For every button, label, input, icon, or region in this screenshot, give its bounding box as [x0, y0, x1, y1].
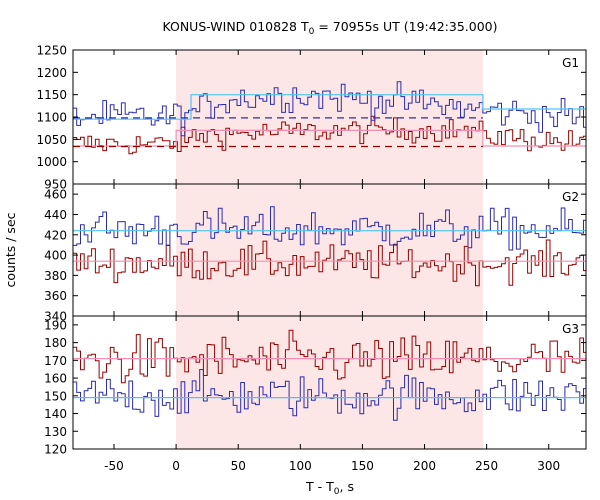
shaded-interval-layer: [176, 50, 483, 449]
y-tick-label: 140: [44, 407, 67, 421]
y-tick-label: 360: [44, 289, 67, 303]
panel-label-g2: G2: [562, 190, 579, 204]
frame-layer: [72, 49, 587, 450]
series-g1-red: [73, 115, 586, 155]
panel-g2-series: [73, 206, 586, 287]
y-tick-label: 1100: [36, 111, 67, 125]
y-tick-label: 1050: [36, 133, 67, 147]
y-tick-label: 400: [44, 249, 67, 263]
x-tick-label: 200: [413, 459, 436, 473]
y-tick-label: 1250: [36, 44, 67, 58]
x-axis-label: T - T0, s: [305, 479, 354, 497]
panel-g3-frame: [72, 315, 587, 450]
x-tick-label: -50: [104, 459, 124, 473]
y-tick-label: 1150: [36, 88, 67, 102]
y-tick-label: 420: [44, 228, 67, 242]
series-g2-red: [73, 239, 586, 287]
shaded-interval: [176, 50, 483, 449]
y-tick-label: 460: [44, 188, 67, 202]
y-tick-label: 180: [44, 336, 67, 350]
y-tick-label: 950: [44, 178, 67, 192]
series-layer: [73, 81, 586, 421]
x-tick-label: 100: [289, 459, 312, 473]
fit-g1-blue: [73, 94, 586, 120]
panel-g1-series: [73, 81, 586, 155]
chart-title-main: KONUS-WIND 010828 T: [162, 19, 308, 34]
y-tick-label: 130: [44, 425, 67, 439]
chart-title: KONUS-WIND 010828 T0 = 70955s UT (19:42:…: [162, 19, 497, 37]
panel-label-g3: G3: [562, 322, 579, 336]
series-g3-red: [73, 329, 586, 384]
panel-g3-series: [73, 329, 586, 421]
x-axis-label-subscript: 0: [334, 487, 340, 497]
text-layer: -50 0 50 100 150 200 250 300 950 1000 1050 1100 1150…: [36, 44, 579, 474]
series-g3-blue: [73, 369, 586, 421]
x-tick-label: 150: [351, 459, 374, 473]
x-axis-label-rest: , s: [340, 479, 354, 494]
y-tick-label: 170: [44, 354, 67, 368]
y-tick-label: 340: [44, 310, 67, 324]
y-tick-label: 1200: [36, 66, 67, 80]
y-tick-label: 190: [44, 318, 67, 332]
y-tick-label: 1000: [36, 155, 67, 169]
y-tick-label: 380: [44, 269, 67, 283]
y-tick-label: 120: [44, 443, 67, 457]
x-tick-label: 300: [537, 459, 560, 473]
x-tick-label: 250: [475, 459, 498, 473]
chart-title-rest: = 70955s UT (19:42:35.000): [314, 19, 497, 34]
chart-title-subscript: 0: [309, 27, 315, 37]
y-tick-label: 440: [44, 208, 67, 222]
x-tick-label: 0: [172, 459, 180, 473]
y-tick-label: 150: [44, 389, 67, 403]
y-axis-label: counts / sec: [3, 212, 18, 287]
x-axis-label-main: T - T: [305, 479, 334, 494]
series-g1-blue: [73, 81, 586, 137]
x-tick-label: 50: [231, 459, 246, 473]
y-tick-label: 160: [44, 372, 67, 386]
panel-label-g1: G1: [562, 56, 579, 70]
